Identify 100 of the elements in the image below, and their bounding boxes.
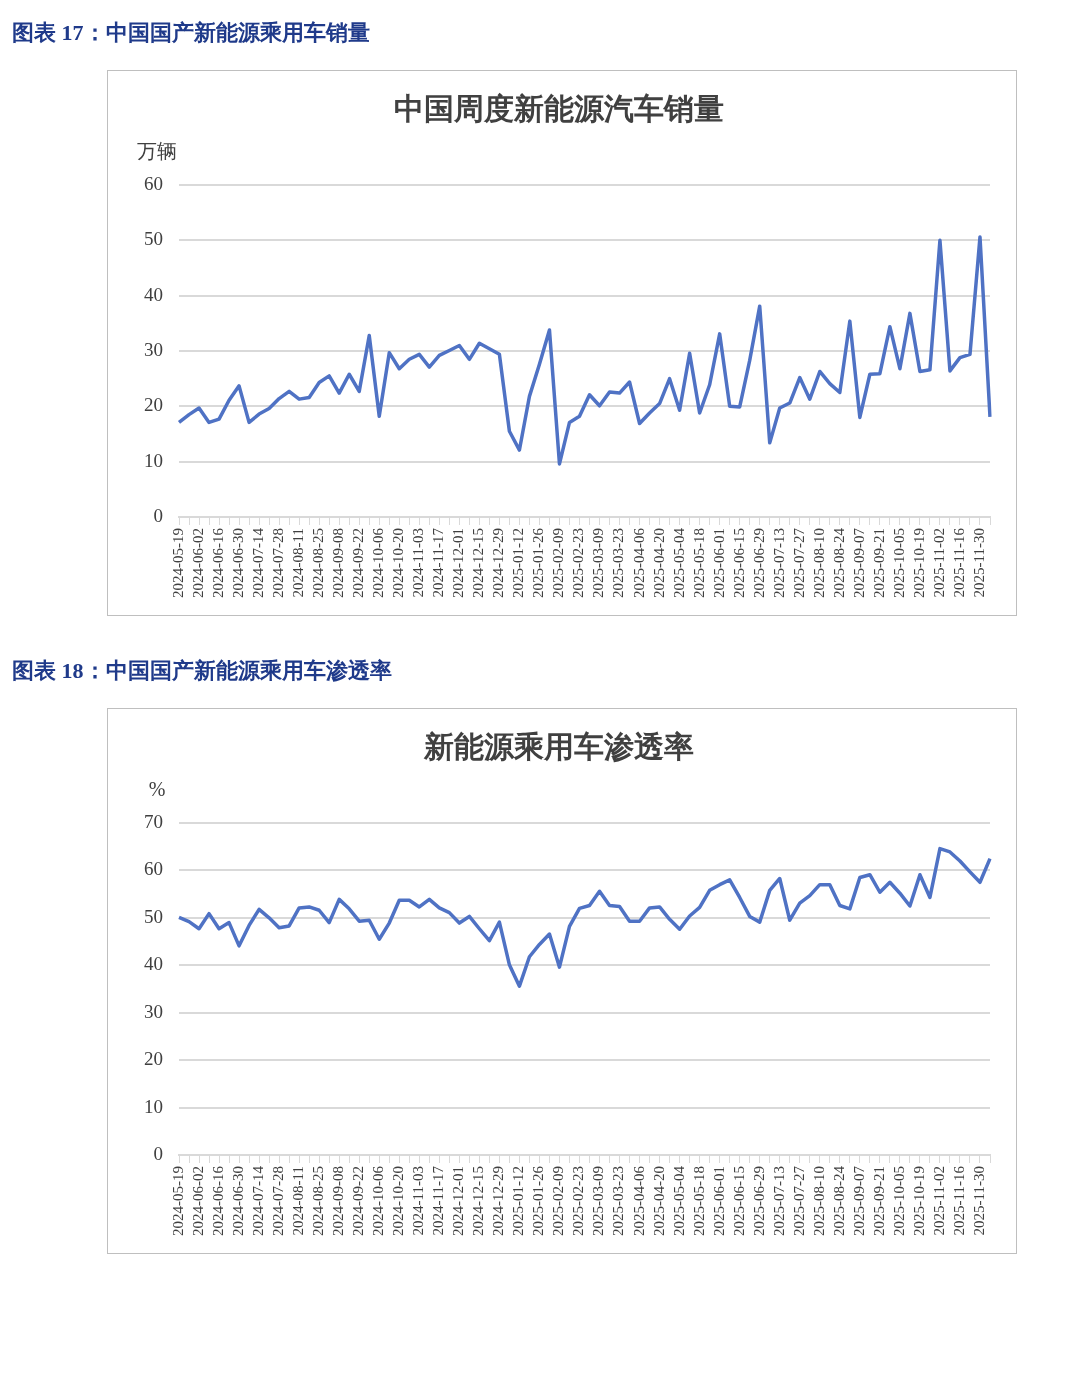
x-tick-label: 2025-03-09 [590, 1166, 607, 1237]
x-tick-label: 2024-11-17 [430, 527, 447, 598]
text: 图表 17：中国国产新能源乘用车销量 [12, 19, 371, 47]
x-tick-label: 2025-05-18 [690, 528, 707, 599]
x-tick-label: 2025-09-07 [850, 527, 867, 599]
x-tick-label: 2024-08-11 [290, 528, 307, 598]
y-axis-title: % [148, 778, 166, 801]
y-tick-label: 70 [144, 810, 163, 832]
x-tick-label: 2025-02-09 [550, 1166, 567, 1237]
x-tick-label: 2025-08-10 [810, 1166, 827, 1237]
text: 图表 18：中国国产新能源乘用车渗透率 [12, 657, 393, 685]
x-tick-label: 2024-06-30 [230, 528, 247, 599]
x-tick-label: 2025-06-29 [750, 1166, 767, 1237]
y-tick-label: 50 [144, 228, 163, 250]
y-tick-label: 40 [144, 283, 163, 305]
x-tick-label: 2025-11-02 [930, 528, 947, 598]
x-tick-label: 2025-06-01 [710, 1166, 727, 1237]
y-tick-label: 50 [144, 905, 163, 927]
y-tick-label: 60 [144, 858, 163, 880]
x-tick-label: 2025-05-04 [670, 527, 687, 599]
x-tick-label: 2024-12-29 [490, 1166, 507, 1237]
y-tick-label: 10 [144, 1095, 163, 1117]
x-tick-label: 2025-09-21 [870, 1166, 887, 1237]
x-tick-label: 2025-05-04 [670, 1165, 687, 1237]
x-tick-label: 2024-07-14 [250, 1165, 267, 1237]
x-tick-label: 2025-01-12 [510, 1166, 527, 1237]
x-tick-label: 2024-06-30 [230, 1166, 247, 1237]
x-tick-label: 2025-05-18 [690, 1166, 707, 1237]
x-tick-label: 2025-04-06 [630, 527, 647, 599]
x-tick-label: 2025-03-23 [610, 528, 627, 599]
y-tick-label: 10 [144, 449, 163, 471]
x-tick-label: 2025-08-24 [830, 527, 847, 599]
x-tick-label: 2025-04-20 [650, 528, 667, 599]
x-tick-label: 2024-10-06 [370, 1165, 387, 1237]
x-tick-label: 2024-10-20 [390, 1166, 407, 1237]
x-tick-label: 2025-06-01 [710, 528, 727, 599]
x-tick-label: 2024-05-19 [169, 528, 186, 599]
x-tick-label: 2025-07-27 [790, 1165, 807, 1237]
x-tick-label: 2024-10-06 [370, 527, 387, 599]
x-tick-label: 2024-07-28 [270, 528, 287, 599]
y-tick-label: 0 [153, 504, 163, 526]
x-tick-label: 2025-08-24 [830, 1165, 847, 1237]
x-tick-label: 2025-01-26 [530, 1165, 547, 1237]
x-tick-label: 2024-06-16 [209, 527, 226, 599]
x-tick-label: 2025-03-09 [590, 528, 607, 599]
x-tick-label: 2025-01-26 [530, 527, 547, 599]
x-tick-label: 2025-06-29 [750, 528, 767, 599]
x-tick-label: 2024-12-15 [470, 1166, 487, 1237]
x-tick-label: 2025-11-30 [970, 1166, 987, 1236]
x-tick-label: 2024-08-25 [310, 528, 327, 599]
y-tick-label: 20 [144, 1048, 163, 1070]
x-tick-label: 2025-03-23 [610, 1166, 627, 1237]
x-tick-label: 2025-01-12 [510, 528, 527, 599]
x-tick-label: 2025-10-05 [890, 528, 907, 599]
x-tick-label: 2025-02-23 [570, 528, 587, 599]
x-tick-label: 2024-12-29 [490, 528, 507, 599]
x-tick-label: 2025-11-16 [950, 527, 967, 598]
y-tick-label: 30 [144, 1000, 163, 1022]
x-tick-label: 2024-07-28 [270, 1166, 287, 1237]
chart-title: 中国周度新能源汽车销量 [394, 91, 724, 125]
x-tick-label: 2024-11-17 [430, 1165, 447, 1236]
x-tick-label: 2025-02-23 [570, 1166, 587, 1237]
y-tick-label: 20 [144, 394, 163, 416]
x-tick-label: 2024-08-25 [310, 1166, 327, 1237]
x-tick-label: 2024-12-01 [450, 528, 467, 599]
x-tick-label: 2024-09-22 [350, 1166, 367, 1237]
y-tick-label: 0 [153, 1142, 163, 1164]
x-tick-label: 2024-09-22 [350, 528, 367, 599]
y-tick-label: 30 [144, 338, 163, 360]
x-tick-label: 2025-10-19 [910, 1166, 927, 1237]
x-tick-label: 2025-02-09 [550, 528, 567, 599]
x-tick-label: 2025-08-10 [810, 528, 827, 599]
x-tick-label: 2025-11-30 [970, 528, 987, 598]
x-tick-label: 2024-06-02 [189, 1166, 206, 1237]
x-tick-label: 2024-12-15 [470, 528, 487, 599]
x-tick-label: 2025-07-13 [770, 528, 787, 599]
x-tick-label: 2024-12-01 [450, 1166, 467, 1237]
x-tick-label: 2024-09-08 [330, 1166, 347, 1237]
x-tick-label: 2025-09-21 [870, 528, 887, 599]
x-tick-label: 2024-06-16 [209, 1165, 226, 1237]
x-tick-label: 2025-07-27 [790, 527, 807, 599]
x-tick-label: 2024-08-11 [290, 1166, 307, 1236]
x-tick-label: 2024-10-20 [390, 528, 407, 599]
x-tick-label: 2025-10-19 [910, 528, 927, 599]
x-tick-label: 2025-06-15 [730, 528, 747, 599]
x-tick-label: 2024-05-19 [169, 1166, 186, 1237]
x-tick-label: 2025-04-06 [630, 1165, 647, 1237]
x-tick-label: 2024-07-14 [250, 527, 267, 599]
y-axis-title: 万辆 [137, 140, 177, 163]
x-tick-label: 2024-11-03 [410, 528, 427, 598]
x-tick-label: 2024-11-03 [410, 1166, 427, 1236]
x-tick-label: 2025-06-15 [730, 1166, 747, 1237]
x-tick-label: 2025-11-16 [950, 1165, 967, 1236]
y-tick-label: 40 [144, 953, 163, 975]
x-tick-label: 2025-09-07 [850, 1165, 867, 1237]
x-tick-label: 2025-10-05 [890, 1166, 907, 1237]
x-tick-label: 2024-09-08 [330, 528, 347, 599]
x-tick-label: 2025-07-13 [770, 1166, 787, 1237]
x-tick-label: 2025-04-20 [650, 1166, 667, 1237]
y-tick-label: 60 [144, 172, 163, 194]
